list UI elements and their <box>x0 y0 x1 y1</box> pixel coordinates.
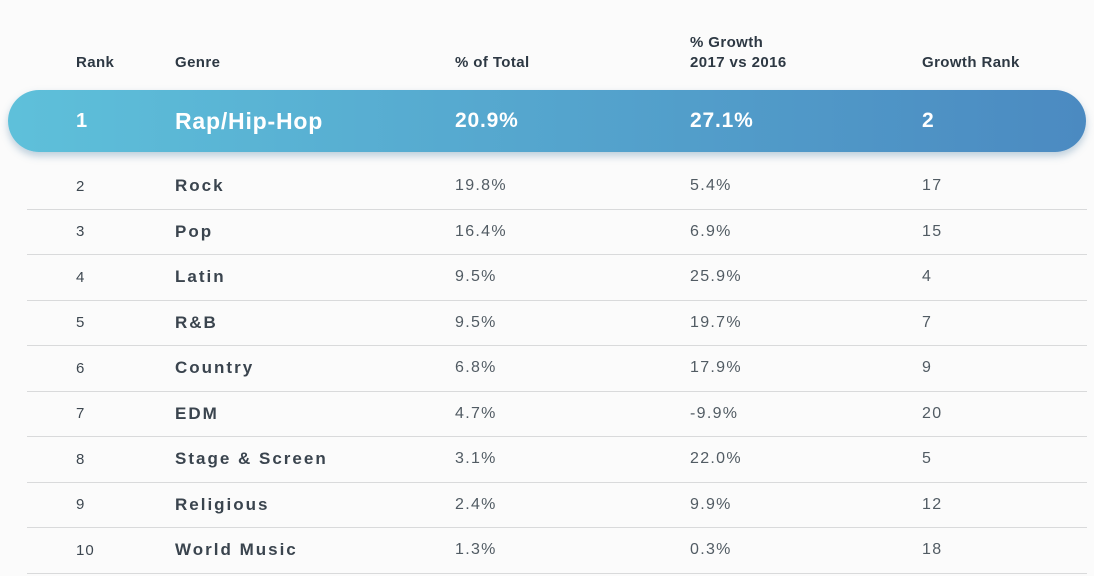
genre-cell: Country <box>175 358 255 378</box>
table-row: 2 Rock 19.8% 5.4% 17 <box>27 164 1087 210</box>
growth-cell: 9.9% <box>690 495 732 513</box>
rank-cell: 4 <box>76 268 86 286</box>
header-growth-line1: % Growth <box>690 34 764 51</box>
pct-total-cell: 9.5% <box>455 313 497 331</box>
table-row: 3 Pop 16.4% 6.9% 15 <box>27 210 1087 255</box>
growth-rank-cell: 12 <box>922 495 943 513</box>
rank-cell: 9 <box>76 496 86 514</box>
header-growth-line2: 2017 vs 2016 <box>690 54 787 71</box>
growth-rank-cell: 9 <box>922 359 933 377</box>
rank-cell: 8 <box>76 450 86 468</box>
pct-total-cell: 2.4% <box>455 495 497 513</box>
pct-total-cell: 9.5% <box>455 268 497 286</box>
rank-cell: 10 <box>76 541 95 559</box>
highlighted-row-rap-hip-hop: 1 Rap/Hip-Hop 20.9% 27.1% 2 <box>8 90 1086 152</box>
pct-total-cell: 3.1% <box>455 450 497 468</box>
growth-cell: 17.9% <box>690 359 742 377</box>
growth-rank-cell: 4 <box>922 268 933 286</box>
table-row: 8 Stage & Screen 3.1% 22.0% 5 <box>27 437 1087 483</box>
rank-cell: 6 <box>76 359 86 377</box>
rank-cell: 7 <box>76 405 86 423</box>
growth-cell: -9.9% <box>690 404 739 422</box>
table-row: 6 Country 6.8% 17.9% 9 <box>27 346 1087 392</box>
rank-cell: 2 <box>76 177 86 195</box>
pct-total-cell: 6.8% <box>455 359 497 377</box>
header-genre: Genre <box>175 54 221 71</box>
growth-cell: 27.1% <box>690 109 754 132</box>
genre-cell: Religious <box>175 494 270 514</box>
genre-cell: Rap/Hip-Hop <box>175 107 324 134</box>
table-header-row: Rank Genre % of Total % Growth 2017 vs 2… <box>0 0 1094 90</box>
pct-total-cell: 19.8% <box>455 177 507 195</box>
rank-cell: 1 <box>76 109 89 132</box>
pct-total-cell: 16.4% <box>455 222 507 240</box>
growth-rank-cell: 15 <box>922 222 943 240</box>
growth-cell: 22.0% <box>690 450 742 468</box>
genre-cell: Rock <box>175 176 225 196</box>
genre-cell: Latin <box>175 267 226 287</box>
header-pct-total: % of Total <box>455 54 530 71</box>
table-row: 10 World Music 1.3% 0.3% 18 <box>27 528 1087 574</box>
growth-rank-cell: 17 <box>922 177 943 195</box>
growth-cell: 25.9% <box>690 268 742 286</box>
growth-rank-cell: 2 <box>922 109 935 132</box>
growth-rank-cell: 18 <box>922 541 943 559</box>
growth-cell: 19.7% <box>690 313 742 331</box>
growth-rank-cell: 20 <box>922 404 943 422</box>
growth-cell: 5.4% <box>690 177 732 195</box>
growth-rank-cell: 5 <box>922 450 933 468</box>
pct-total-cell: 1.3% <box>455 541 497 559</box>
genre-cell: EDM <box>175 403 219 423</box>
header-growth: % Growth 2017 vs 2016 <box>690 33 922 73</box>
growth-cell: 0.3% <box>690 541 732 559</box>
genre-cell: World Music <box>175 540 298 560</box>
table-body: 2 Rock 19.8% 5.4% 17 3 Pop 16.4% 6.9% 15… <box>27 164 1087 574</box>
table-row: 5 R&B 9.5% 19.7% 7 <box>27 301 1087 346</box>
header-rank: Rank <box>76 54 115 71</box>
rank-cell: 3 <box>76 223 86 241</box>
genre-cell: Stage & Screen <box>175 449 328 469</box>
table-row: 4 Latin 9.5% 25.9% 4 <box>27 255 1087 301</box>
table-row: 7 EDM 4.7% -9.9% 20 <box>27 392 1087 437</box>
pct-total-cell: 4.7% <box>455 404 497 422</box>
growth-rank-cell: 7 <box>922 313 933 331</box>
genre-cell: R&B <box>175 312 218 332</box>
rank-cell: 5 <box>76 314 86 332</box>
header-growth-rank: Growth Rank <box>922 54 1020 71</box>
growth-cell: 6.9% <box>690 222 732 240</box>
pct-total-cell: 20.9% <box>455 109 519 132</box>
genre-cell: Pop <box>175 221 214 241</box>
table-row: 9 Religious 2.4% 9.9% 12 <box>27 483 1087 528</box>
